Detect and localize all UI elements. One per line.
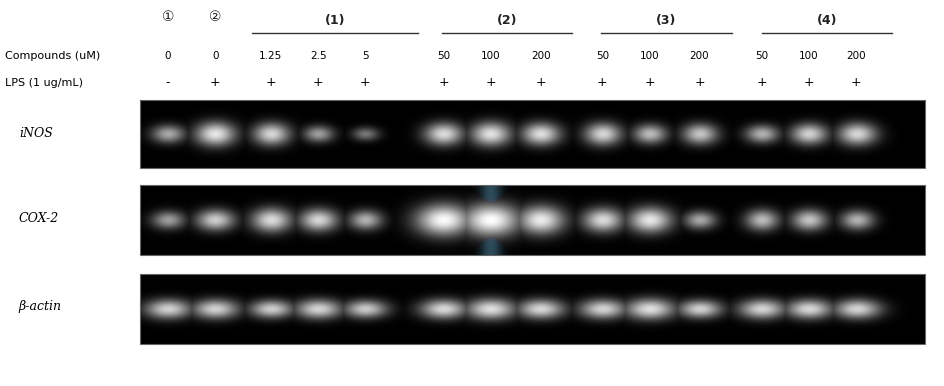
Text: +: +: [210, 76, 221, 90]
Bar: [140, 100, 925, 168]
Text: -: -: [166, 76, 170, 90]
Text: 200: 200: [531, 51, 550, 61]
Text: 5: 5: [362, 51, 369, 61]
Text: +: +: [644, 76, 655, 90]
Text: +: +: [851, 76, 862, 90]
Text: +: +: [312, 76, 324, 90]
Text: (2): (2): [497, 14, 517, 27]
Text: 0: 0: [212, 51, 218, 61]
Text: +: +: [756, 76, 767, 90]
Text: +: +: [535, 76, 547, 90]
Bar: [140, 185, 925, 255]
Text: (1): (1): [325, 14, 346, 27]
Text: +: +: [597, 76, 608, 90]
Text: LPS (1 ug/mL): LPS (1 ug/mL): [5, 78, 83, 88]
Text: +: +: [803, 76, 815, 90]
Text: 200: 200: [690, 51, 709, 61]
Text: COX-2: COX-2: [19, 212, 59, 225]
Text: β-actin: β-actin: [19, 300, 62, 313]
Text: 200: 200: [847, 51, 866, 61]
Text: 2.5: 2.5: [310, 51, 327, 61]
Text: 1.25: 1.25: [260, 51, 282, 61]
Text: 50: 50: [437, 51, 450, 61]
Text: ②: ②: [209, 10, 222, 24]
Text: Compounds (uM): Compounds (uM): [5, 51, 100, 61]
Text: 50: 50: [596, 51, 609, 61]
Text: 0: 0: [165, 51, 171, 61]
Text: (3): (3): [656, 14, 677, 27]
Text: 100: 100: [481, 51, 500, 61]
Text: +: +: [694, 76, 705, 90]
Bar: [140, 274, 925, 344]
Text: +: +: [265, 76, 277, 90]
Text: 100: 100: [800, 51, 818, 61]
Text: +: +: [485, 76, 497, 90]
Text: ①: ①: [161, 10, 175, 24]
Text: 50: 50: [755, 51, 768, 61]
Text: +: +: [360, 76, 371, 90]
Text: 100: 100: [640, 51, 659, 61]
Text: iNOS: iNOS: [19, 127, 53, 140]
Text: (4): (4): [817, 14, 837, 27]
Text: +: +: [438, 76, 449, 90]
